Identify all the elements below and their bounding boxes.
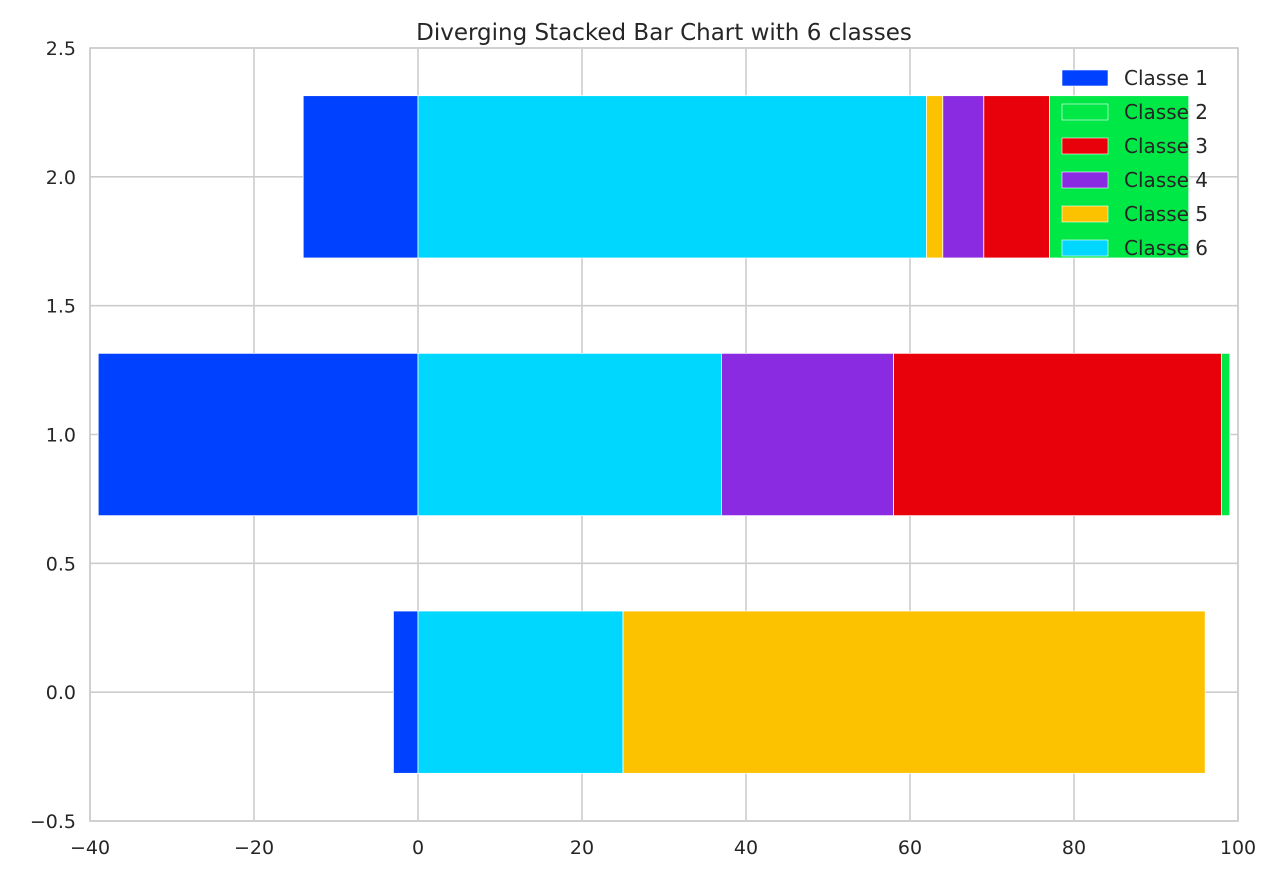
x-axis-ticks: −40 −20 0 20 40 60 80 100: [70, 837, 1256, 859]
bar-segment-classe-2: [1221, 352, 1231, 517]
bars: [97, 95, 1231, 774]
y-tick-label: 1.5: [46, 296, 76, 318]
x-tick-label: 100: [1220, 837, 1256, 859]
legend-swatch-classe-1: [1061, 69, 1109, 87]
legend-label: Classe 2: [1124, 100, 1208, 124]
y-tick-label: −0.5: [30, 811, 76, 833]
bar-segment-classe-1: [97, 352, 419, 517]
legend-label: Classe 5: [1124, 202, 1208, 226]
legend-label: Classe 4: [1124, 168, 1208, 192]
x-tick-label: 80: [1062, 837, 1086, 859]
plot-frame: [89, 47, 1239, 822]
legend-swatch-classe-2: [1061, 103, 1109, 121]
legend-swatch-classe-6: [1061, 239, 1109, 257]
x-tick-label: −20: [234, 837, 274, 859]
bar-segment-classe-3: [893, 352, 1222, 517]
bar-segment-classe-1: [302, 95, 419, 259]
bar-segment-classe-3: [983, 95, 1050, 259]
y-axis-ticks: −0.5 0.0 0.5 1.0 1.5 2.0 2.5: [30, 38, 76, 833]
y-tick-label: 1.0: [46, 425, 76, 447]
legend: Classe 1 Classe 2 Classe 3 Classe 4 Classe 5…: [1061, 66, 1208, 260]
bar-segment-classe-1: [392, 610, 419, 774]
y-tick-label: 2.5: [46, 38, 76, 60]
x-tick-label: 0: [412, 837, 424, 859]
legend-label: Classe 6: [1124, 236, 1208, 260]
legend-swatch-classe-4: [1061, 171, 1109, 189]
x-tick-label: 60: [898, 837, 922, 859]
bar-segment-classe-4: [942, 95, 985, 259]
y-tick-label: 0.5: [46, 553, 76, 575]
bar-segment-classe-6: [417, 95, 927, 259]
x-tick-label: −40: [70, 837, 110, 859]
bar-segment-classe-5: [622, 610, 1206, 774]
legend-label: Classe 3: [1124, 134, 1208, 158]
bar-segment-classe-6: [417, 610, 624, 774]
legend-swatch-classe-3: [1061, 137, 1109, 155]
y-tick-label: 2.0: [46, 167, 76, 189]
x-tick-label: 40: [734, 837, 758, 859]
x-tick-label: 20: [570, 837, 594, 859]
chart-title: Diverging Stacked Bar Chart with 6 class…: [416, 20, 912, 46]
legend-label: Classe 1: [1124, 66, 1208, 90]
bar-segment-classe-6: [417, 352, 722, 517]
legend-swatch-classe-5: [1061, 205, 1109, 223]
y-tick-label: 0.0: [46, 682, 76, 704]
bar-segment-classe-5: [926, 95, 944, 259]
bar-segment-classe-4: [721, 352, 895, 517]
